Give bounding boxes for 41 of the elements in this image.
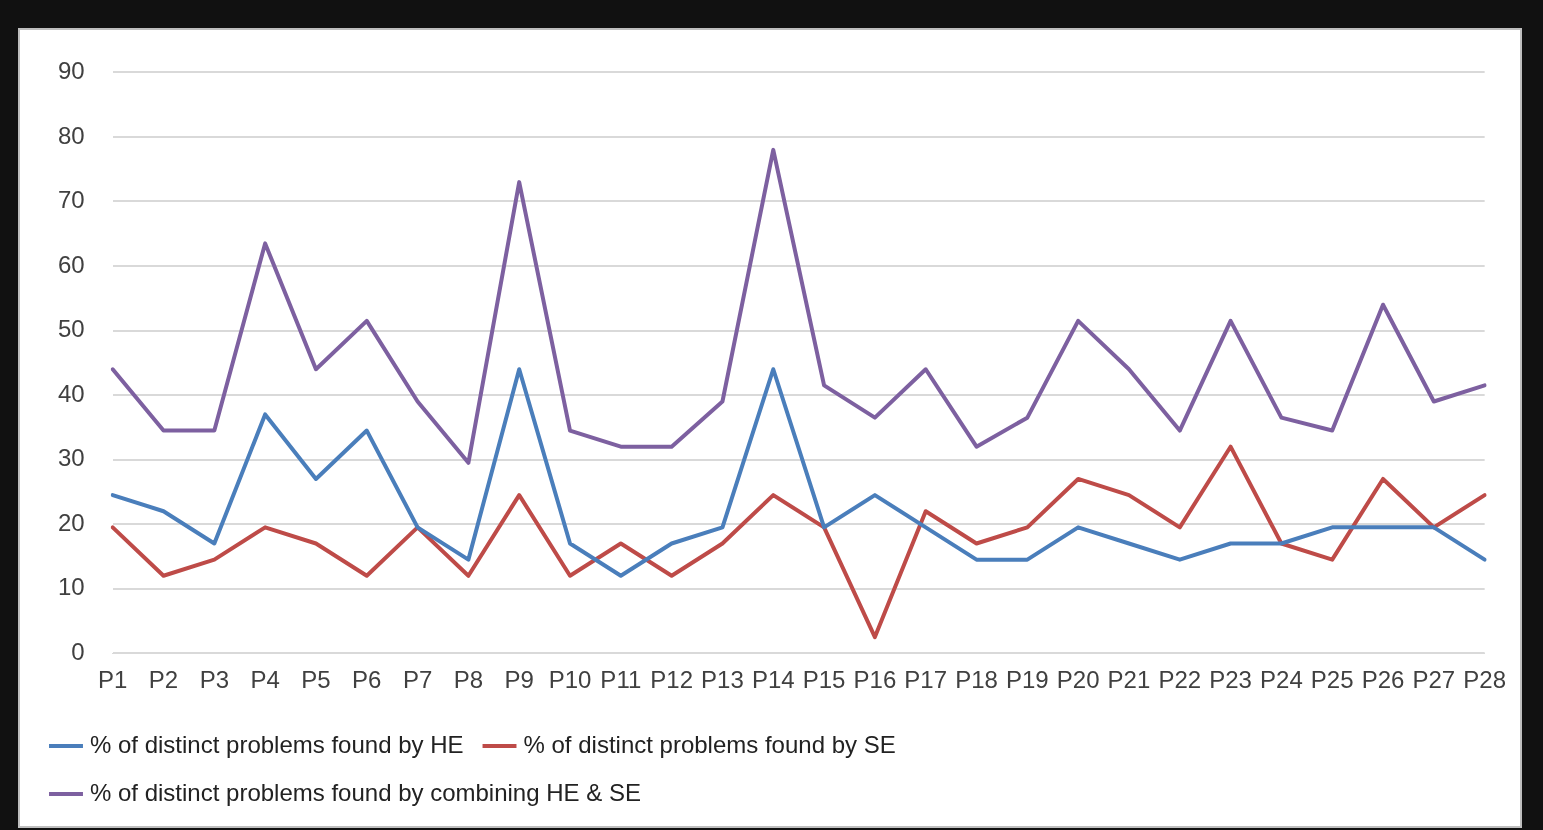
x-tick-label: P3 [199,666,229,694]
y-tick-label: 50 [57,315,85,343]
x-tick-label: P7 [402,666,433,694]
x-tick-label: P9 [504,666,534,694]
y-tick-label: 20 [57,508,85,536]
x-tick-label: P4 [250,666,280,694]
x-tick-label: P20 [1056,666,1100,694]
x-tick-label: P25 [1310,666,1354,694]
x-tick-label: P5 [301,666,331,694]
x-tick-label: P15 [802,666,846,694]
x-tick-label: P17 [904,666,948,694]
x-tick-label: P22 [1158,666,1202,694]
y-tick-label: 10 [57,573,85,601]
x-tick-label: P26 [1361,666,1405,694]
x-tick-label: P12 [650,666,693,694]
x-tick-label: P2 [148,666,179,694]
x-tick-label: P6 [352,666,382,694]
legend-label: % of distinct problems found by SE [523,730,896,758]
x-tick-label: P10 [548,666,592,694]
y-tick-label: 70 [57,186,85,214]
y-tick-label: 30 [57,444,85,472]
y-tick-label: 40 [57,379,85,407]
y-tick-label: 0 [71,637,85,665]
y-tick-label: 60 [57,250,85,278]
x-tick-label: P21 [1107,666,1151,694]
x-tick-label: P13 [701,666,744,694]
x-tick-label: P16 [853,666,897,694]
x-tick-label: P1 [98,666,128,694]
legend-label: % of distinct problems found by combining HE & SE [90,778,641,806]
x-tick-label: P18 [955,666,998,694]
legend-label: % of distinct problems found by HE [90,730,464,758]
x-tick-label: P27 [1412,666,1456,694]
x-tick-label: P23 [1209,666,1252,694]
x-tick-label: P14 [751,666,795,694]
x-tick-label: P19 [1005,666,1049,694]
x-tick-label: P28 [1463,666,1506,694]
x-tick-label: P24 [1260,666,1303,694]
y-tick-label: 80 [57,121,85,149]
x-tick-label: P8 [453,666,484,694]
x-tick-label: P11 [600,666,642,694]
y-tick-label: 90 [57,57,85,85]
